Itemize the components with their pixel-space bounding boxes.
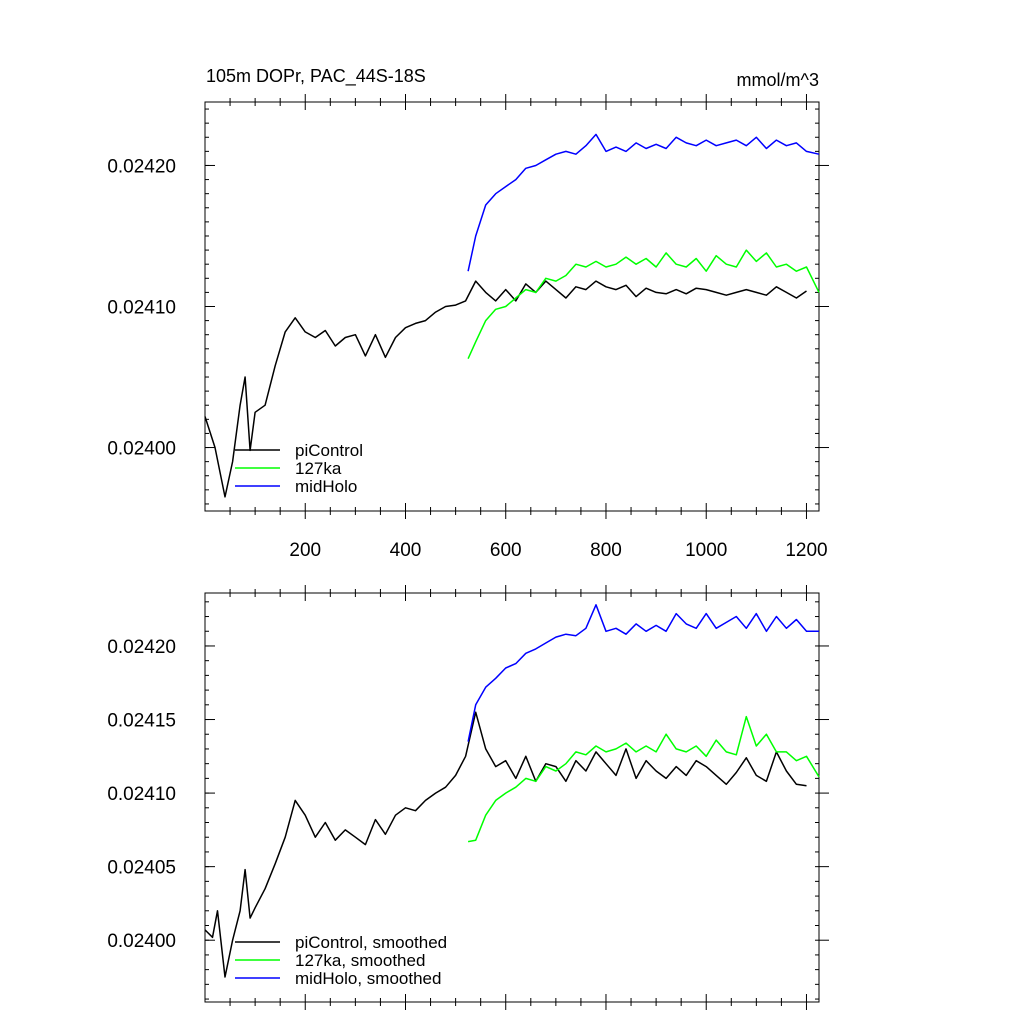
- y-tick-label: 0.02405: [107, 858, 176, 879]
- series-lines: [204, 133, 820, 498]
- legend-label-127ka: 127ka: [295, 459, 342, 478]
- x-tick-label: 1200: [785, 540, 827, 561]
- y-tick-label: 0.02420: [107, 637, 176, 658]
- legend-label-piControl: piControl: [295, 441, 363, 460]
- x-tick-label: 600: [490, 540, 522, 561]
- axis-ticks: [205, 94, 829, 519]
- axis-ticks: [205, 585, 829, 1010]
- bottom-panel: 0.02400 0.02405 0.02410 0.02415 0.02420 piCo…: [107, 585, 829, 1010]
- series-line-piControl: [204, 280, 807, 498]
- legend-label-midHolo: midHolo: [295, 477, 357, 496]
- legend-label-midHolo: midHolo, smoothed: [295, 969, 441, 988]
- x-tick-label: 800: [590, 540, 622, 561]
- x-tick-label: 200: [289, 540, 321, 561]
- legend-label-piControl: piControl, smoothed: [295, 933, 447, 952]
- y-tick-label: 0.02415: [107, 711, 176, 732]
- tick-labels: 200 400 600 800 1000 1200 0.02400 0.02410 0.0242…: [107, 156, 827, 561]
- units-label: mmol/m^3: [737, 70, 819, 90]
- plot-frame: [204, 592, 820, 1003]
- x-tick-label: 1000: [685, 540, 727, 561]
- legend-label-127ka: 127ka, smoothed: [295, 951, 425, 970]
- series-line-midHolo: [467, 604, 819, 742]
- series-line-127ka: [467, 715, 820, 843]
- series-lines: [204, 604, 820, 978]
- series-line-piControl: [204, 711, 807, 978]
- x-tick-label: 400: [390, 540, 422, 561]
- series-line-midHolo: [467, 133, 820, 272]
- y-tick-label: 0.02420: [107, 156, 176, 177]
- series-line-127ka: [467, 249, 820, 360]
- top-panel: 105m DOPr, PAC_44S-18S mmol/m^3 200 400 60…: [107, 66, 829, 561]
- y-tick-label: 0.02400: [107, 931, 176, 952]
- y-tick-label: 0.02410: [107, 784, 176, 805]
- y-tick-label: 0.02410: [107, 298, 176, 319]
- chart-title: 105m DOPr, PAC_44S-18S: [206, 66, 426, 87]
- y-tick-label: 0.02400: [107, 439, 176, 460]
- tick-labels: 0.02400 0.02405 0.02410 0.02415 0.02420: [107, 637, 176, 952]
